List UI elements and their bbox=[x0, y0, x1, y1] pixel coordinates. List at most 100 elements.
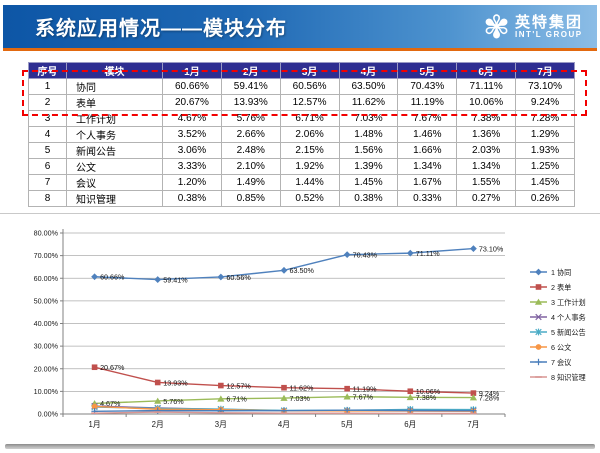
triangle-marker bbox=[217, 395, 225, 402]
diamond-marker bbox=[280, 266, 288, 274]
data-label: 11.19% bbox=[353, 384, 377, 393]
section-divider bbox=[0, 213, 600, 214]
legend-label: 7 会议 bbox=[551, 358, 571, 367]
column-header: 4月 bbox=[338, 62, 399, 79]
diamond-marker bbox=[217, 273, 225, 281]
table-row: 2 表单 20.67% 13.93% 12.57% 11.62% 11.19% 10.06% 9… bbox=[28, 94, 575, 111]
legend-label: 5 新闻公告 bbox=[551, 328, 586, 337]
y-axis-label: 70.00% bbox=[34, 251, 59, 260]
company-logo: ✾ 英特集团 INT'L GROUP bbox=[483, 9, 583, 45]
data-label: 7.03% bbox=[290, 394, 311, 403]
value-cell: 5.76% bbox=[220, 110, 281, 127]
table-row: 1 协同 60.66% 59.41% 60.56% 63.50% 70.43% 71.11% 7… bbox=[28, 78, 575, 95]
value-cell: 71.11% bbox=[456, 78, 517, 95]
value-cell: 1.46% bbox=[397, 126, 458, 143]
accent-bar bbox=[3, 48, 597, 51]
square-marker bbox=[154, 379, 161, 386]
y-axis-label: 50.00% bbox=[34, 296, 59, 305]
data-label: 71.11% bbox=[416, 249, 440, 258]
column-header: 2月 bbox=[220, 62, 281, 79]
value-cell: 12.57% bbox=[279, 94, 340, 111]
module-name-cell: 工作计划 bbox=[66, 110, 163, 127]
value-cell: 1.92% bbox=[279, 158, 340, 175]
value-cell: 0.26% bbox=[515, 190, 575, 207]
value-cell: 0.52% bbox=[279, 190, 340, 207]
value-cell: 4.67% bbox=[162, 110, 222, 127]
data-label: 63.50% bbox=[290, 266, 315, 275]
row-index-cell: 1 bbox=[28, 78, 67, 95]
module-usage-table: 序号 模块 1月 2月 3月 4月 5月 6月 7月 1 协同 60.66% 59.41% 60.56%… bbox=[28, 62, 575, 207]
row-index-cell: 7 bbox=[28, 174, 67, 191]
value-cell: 3.52% bbox=[162, 126, 222, 143]
value-cell: 7.67% bbox=[397, 110, 458, 127]
value-cell: 20.67% bbox=[162, 94, 222, 111]
data-label: 60.56% bbox=[226, 273, 251, 282]
triangle-marker bbox=[469, 394, 478, 401]
diamond-marker bbox=[91, 273, 98, 281]
legend-label: 6 公文 bbox=[551, 343, 571, 352]
row-index-cell: 5 bbox=[28, 142, 67, 159]
column-header: 3月 bbox=[279, 62, 340, 79]
circle-marker bbox=[91, 403, 98, 410]
column-header: 7月 bbox=[515, 62, 575, 79]
row-index-cell: 8 bbox=[28, 190, 67, 207]
square-marker bbox=[535, 284, 542, 290]
row-index-cell: 3 bbox=[28, 110, 67, 127]
value-cell: 1.29% bbox=[515, 126, 575, 143]
x-axis-label: 6月 bbox=[404, 420, 416, 429]
value-cell: 1.66% bbox=[397, 142, 458, 159]
x-axis-label: 1月 bbox=[89, 420, 101, 429]
value-cell: 9.24% bbox=[515, 94, 575, 111]
data-label: 5.76% bbox=[163, 397, 184, 406]
data-label: 7.67% bbox=[353, 392, 374, 401]
value-cell: 2.06% bbox=[279, 126, 340, 143]
value-cell: 1.36% bbox=[456, 126, 517, 143]
y-axis-label: 40.00% bbox=[34, 319, 59, 328]
data-label: 59.41% bbox=[163, 275, 188, 284]
value-cell: 2.66% bbox=[220, 126, 281, 143]
legend-label: 3 工作计划 bbox=[551, 298, 586, 307]
x-axis-label: 5月 bbox=[341, 420, 353, 429]
triangle-marker bbox=[154, 397, 162, 404]
slide-header: 系统应用情况——模块分布 ✾ 英特集团 INT'L GROUP bbox=[3, 5, 597, 48]
row-index-cell: 6 bbox=[28, 158, 67, 175]
x-axis-label: 4月 bbox=[278, 420, 290, 429]
triangle-marker bbox=[343, 393, 351, 400]
value-cell: 0.38% bbox=[338, 190, 399, 207]
pinwheel-logo-icon: ✾ bbox=[483, 9, 510, 45]
diamond-marker bbox=[343, 251, 351, 259]
module-name-cell: 协同 bbox=[66, 78, 163, 95]
data-label: 10.06% bbox=[416, 387, 441, 396]
value-cell: 1.56% bbox=[338, 142, 399, 159]
table-row: 6 公文 3.33% 2.10% 1.92% 1.39% 1.34% 1.34% 1.25% bbox=[28, 158, 575, 175]
triangle-marker bbox=[534, 298, 543, 305]
table-row: 4 个人事务 3.52% 2.66% 2.06% 1.48% 1.46% 1.36% 1.29% bbox=[28, 126, 575, 143]
value-cell: 3.06% bbox=[162, 142, 222, 159]
legend-label: 2 表单 bbox=[551, 283, 571, 292]
value-cell: 7.03% bbox=[338, 110, 399, 127]
legend-label: 4 个人事务 bbox=[551, 313, 586, 322]
data-label: 70.43% bbox=[353, 250, 378, 259]
diamond-marker bbox=[470, 245, 477, 253]
module-name-cell: 新闻公告 bbox=[66, 142, 163, 159]
table-row: 3 工作计划 4.67% 5.76% 6.71% 7.03% 7.67% 7.38% 7.28% bbox=[28, 110, 575, 127]
value-cell: 13.93% bbox=[220, 94, 281, 111]
value-cell: 11.62% bbox=[338, 94, 399, 111]
value-cell: 1.34% bbox=[397, 158, 458, 175]
triangle-marker bbox=[280, 394, 288, 401]
circle-marker bbox=[535, 344, 542, 350]
value-cell: 1.45% bbox=[515, 174, 575, 191]
logo-text: 英特集团 INT'L GROUP bbox=[515, 15, 583, 40]
value-cell: 1.49% bbox=[220, 174, 281, 191]
data-label: 6.71% bbox=[226, 395, 247, 404]
value-cell: 2.03% bbox=[456, 142, 517, 159]
value-cell: 3.33% bbox=[162, 158, 222, 175]
diamond-marker bbox=[406, 249, 414, 257]
row-index-cell: 2 bbox=[28, 94, 67, 111]
module-name-cell: 表单 bbox=[66, 94, 163, 111]
value-cell: 63.50% bbox=[338, 78, 399, 95]
data-label: 20.67% bbox=[100, 363, 125, 372]
data-label: 60.66% bbox=[100, 273, 125, 282]
data-label: 11.62% bbox=[290, 384, 314, 393]
